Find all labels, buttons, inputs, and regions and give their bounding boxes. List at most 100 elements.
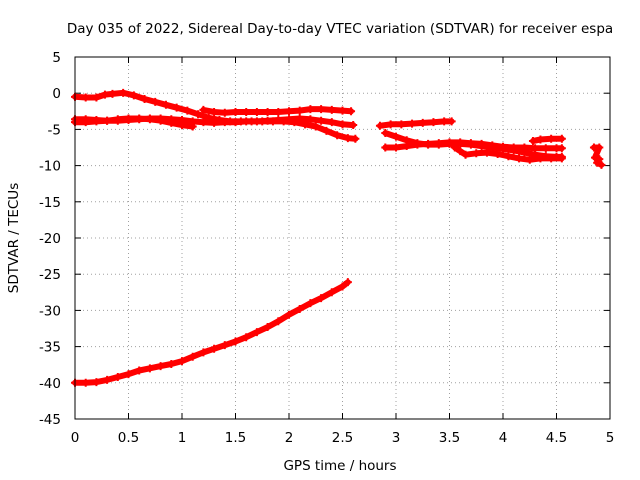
data-point xyxy=(145,364,154,373)
data-point xyxy=(140,94,149,103)
data-point xyxy=(92,117,101,126)
data-point xyxy=(557,144,566,153)
data-point xyxy=(81,378,90,387)
data-point xyxy=(447,117,456,126)
data-point xyxy=(343,278,352,287)
data-point xyxy=(113,115,122,124)
data-point xyxy=(242,117,251,126)
y-tick-label: -30 xyxy=(39,303,61,319)
data-point xyxy=(375,121,384,130)
data-point xyxy=(347,107,356,116)
x-tick-label: 4 xyxy=(499,430,508,446)
data-point xyxy=(252,117,261,126)
data-point xyxy=(381,143,390,152)
data-point xyxy=(274,317,283,326)
data-point xyxy=(338,120,347,129)
data-point xyxy=(536,154,545,163)
data-point xyxy=(100,90,109,99)
data-point xyxy=(593,158,602,167)
data-point xyxy=(466,139,475,148)
data-point xyxy=(327,105,336,114)
y-tick-label: -5 xyxy=(48,122,61,138)
data-point xyxy=(381,129,390,138)
data-point xyxy=(343,134,352,143)
data-point xyxy=(547,134,556,143)
data-point xyxy=(178,121,186,130)
data-point xyxy=(151,97,160,106)
data-point xyxy=(252,108,261,117)
data-point xyxy=(210,344,219,353)
data-point xyxy=(220,118,229,127)
y-tick-label: -35 xyxy=(39,340,61,356)
data-point xyxy=(392,143,400,152)
data-point xyxy=(119,88,128,97)
data-point xyxy=(263,323,272,332)
data-point xyxy=(408,119,417,128)
data-point xyxy=(295,304,304,313)
series-track-d xyxy=(199,105,356,117)
data-point xyxy=(525,155,534,164)
data-point xyxy=(194,110,203,119)
x-tick-label: 5 xyxy=(606,430,615,446)
data-point xyxy=(263,108,272,117)
data-point xyxy=(306,299,315,308)
data-point xyxy=(81,118,90,127)
data-point xyxy=(317,105,326,114)
data-point xyxy=(520,143,529,152)
data-point xyxy=(541,144,550,153)
data-point xyxy=(333,131,342,140)
x-tick-label: 1.5 xyxy=(225,430,246,446)
series-track-c xyxy=(71,114,197,131)
y-tick-label: -20 xyxy=(39,231,61,247)
plot-frame xyxy=(74,56,611,420)
data-point xyxy=(129,91,138,100)
data-point xyxy=(461,150,470,159)
data-point xyxy=(167,118,176,127)
data-point xyxy=(156,362,165,371)
data-point xyxy=(81,93,90,102)
data-point xyxy=(311,122,320,131)
data-point xyxy=(456,147,465,156)
data-marks xyxy=(71,88,606,387)
x-tick-label: 2 xyxy=(285,430,294,446)
data-point xyxy=(488,141,497,150)
data-point xyxy=(231,118,240,127)
data-point xyxy=(274,115,283,124)
data-point xyxy=(528,136,537,145)
data-point xyxy=(242,333,251,342)
data-point xyxy=(450,143,459,152)
data-point xyxy=(124,114,133,123)
data-point xyxy=(482,148,491,157)
data-point xyxy=(135,114,144,123)
data-point xyxy=(274,108,283,117)
data-point xyxy=(92,93,101,102)
data-point xyxy=(178,357,186,366)
data-point xyxy=(445,138,454,147)
series-track-j xyxy=(528,134,566,145)
y-tick-label: -25 xyxy=(39,267,61,283)
data-point xyxy=(285,115,293,124)
data-point xyxy=(306,105,315,114)
data-point xyxy=(252,328,261,337)
data-point xyxy=(210,108,219,117)
data-point xyxy=(135,366,144,375)
data-point xyxy=(113,373,122,382)
data-point xyxy=(547,154,556,163)
data-point xyxy=(183,106,192,115)
data-point xyxy=(220,108,229,117)
data-point xyxy=(327,288,336,297)
data-point xyxy=(392,132,400,141)
x-tick-label: 3 xyxy=(392,430,401,446)
tick-labels: 0 0.5 1 1.5 2 2.5 3 3.5 4 4.5 5 5 0 -5 -10 -15 -20 -25 -30… xyxy=(39,50,614,446)
data-point xyxy=(429,118,438,127)
y-tick-label: -10 xyxy=(39,159,61,175)
data-point xyxy=(306,115,315,124)
x-tick-label: 1 xyxy=(178,430,187,446)
x-tick-label: 0 xyxy=(71,430,80,446)
data-point xyxy=(386,120,395,129)
data-point xyxy=(424,139,433,148)
x-tick-label: 0.5 xyxy=(118,430,139,446)
chart-title: Day 035 of 2022, Sidereal Day-to-day VTE… xyxy=(67,21,613,37)
data-point xyxy=(557,154,566,163)
